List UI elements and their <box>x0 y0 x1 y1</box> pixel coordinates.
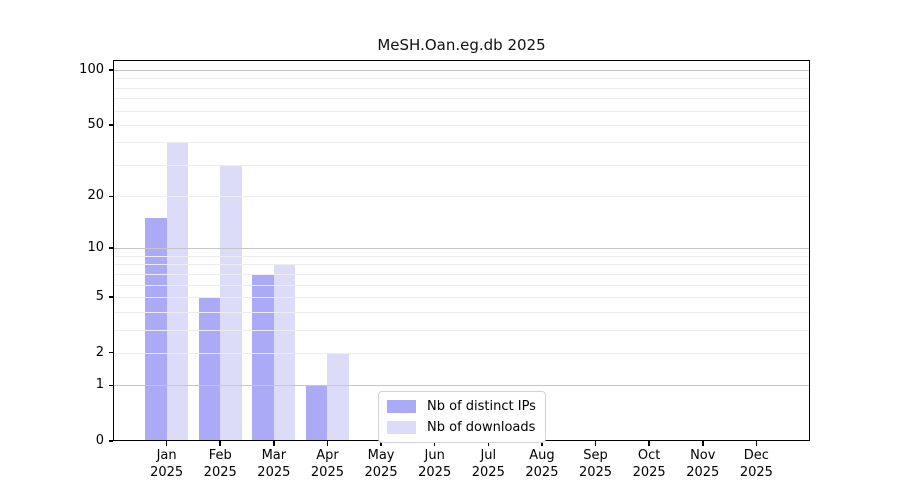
y-tick-mark <box>108 195 113 197</box>
x-tick-label-line: 2025 <box>632 465 666 480</box>
gridline-minor <box>113 296 810 298</box>
x-tick-label-line: 2025 <box>203 465 237 480</box>
x-tick-label-line: 2025 <box>150 465 184 480</box>
x-tick-label: Oct 2025 <box>614 447 684 481</box>
x-tick-label-line: Jan <box>156 448 177 463</box>
gridline-minor <box>113 164 810 166</box>
x-tick-label-line: 2025 <box>525 465 559 480</box>
x-tick-label-line: 2025 <box>310 465 344 480</box>
gridline-minor <box>113 352 810 354</box>
gridline-minor <box>113 142 810 144</box>
x-tick-label-line: Jul <box>480 448 497 463</box>
x-tick-mark <box>487 441 490 446</box>
legend-swatch-downloads <box>387 421 416 434</box>
legend-label-distinct-ips: Nb of distinct IPs <box>427 399 536 414</box>
x-tick-label: Apr 2025 <box>292 447 362 481</box>
x-tick-mark <box>219 441 221 446</box>
x-tick-mark <box>380 441 382 446</box>
x-tick-mark <box>755 441 758 446</box>
x-tick-label-line: 2025 <box>418 465 452 480</box>
y-tick-label: 5 <box>95 288 104 304</box>
y-tick-label: 20 <box>87 188 104 204</box>
x-tick-label: Sep 2025 <box>561 447 631 481</box>
x-tick-mark <box>165 441 168 446</box>
x-tick-label-line: Mar <box>261 448 287 463</box>
legend: Nb of distinct IPs Nb of downloads <box>378 391 546 443</box>
x-tick-label: Jun 2025 <box>400 447 470 481</box>
legend-swatch-distinct-ips <box>387 400 416 413</box>
plot-area <box>113 60 810 441</box>
x-tick-mark <box>702 441 704 446</box>
gridline-major <box>113 385 810 387</box>
x-tick-label-line: 2025 <box>364 465 398 480</box>
y-tick-label: 2 <box>95 344 104 360</box>
gridline-minor <box>113 284 810 286</box>
x-tick-label-line: Aug <box>529 448 555 463</box>
gridline-minor <box>113 329 810 331</box>
y-tick-label: 50 <box>87 116 104 132</box>
x-tick-label: Feb 2025 <box>185 447 255 481</box>
gridline-major <box>113 248 810 250</box>
x-tick-mark <box>433 441 436 446</box>
x-tick-label: Mar 2025 <box>239 447 309 481</box>
gridline-minor <box>113 264 810 266</box>
x-tick-mark <box>541 441 543 446</box>
gridline-minor <box>113 124 810 126</box>
gridline-minor <box>113 98 810 100</box>
y-tick-mark <box>108 296 113 298</box>
y-tick-mark <box>108 351 113 354</box>
x-tick-label-line: Sep <box>583 448 608 463</box>
legend-label-downloads: Nb of downloads <box>427 420 536 435</box>
bar-distinct-ips <box>198 296 221 441</box>
y-tick-label: 1 <box>95 377 104 393</box>
x-tick-label: Jan 2025 <box>132 447 202 481</box>
legend-item-downloads: Nb of downloads <box>387 418 536 437</box>
x-tick-label-line: 2025 <box>257 465 291 480</box>
x-tick-label-line: Jun <box>424 448 445 463</box>
x-tick-mark <box>326 441 329 446</box>
gridline-minor <box>113 311 810 313</box>
gridline-minor <box>113 110 810 112</box>
x-tick-label-line: 2025 <box>471 465 505 480</box>
gridline-major <box>113 70 810 71</box>
gridline-minor <box>113 273 810 275</box>
x-tick-label: Aug 2025 <box>507 447 577 481</box>
y-tick-mark <box>108 247 113 249</box>
y-tick-mark <box>108 124 113 126</box>
gridline-minor <box>113 255 810 257</box>
x-tick-label: Dec 2025 <box>721 447 791 481</box>
bar-downloads <box>220 164 242 441</box>
y-tick-label: 0 <box>95 433 104 448</box>
x-tick-label-line: 2025 <box>739 465 773 480</box>
legend-item-distinct-ips: Nb of distinct IPs <box>387 397 536 416</box>
x-tick-label-line: May <box>367 448 395 463</box>
gridline-minor <box>113 78 810 80</box>
x-tick-label-line: Nov <box>690 448 716 463</box>
x-tick-label-line: Oct <box>637 448 661 463</box>
gridline-minor <box>113 196 810 198</box>
x-tick-label-line: Feb <box>208 448 232 463</box>
x-tick-mark <box>648 441 650 446</box>
y-tick-label: 100 <box>79 62 104 77</box>
x-tick-label: May 2025 <box>346 447 416 481</box>
chart-title: MeSH.Oan.eg.db 2025 <box>377 36 546 54</box>
x-tick-mark <box>594 441 597 446</box>
y-tick-mark <box>108 69 113 71</box>
x-tick-label-line: 2025 <box>578 465 613 480</box>
bar-downloads <box>166 142 189 441</box>
x-tick-label: Nov 2025 <box>668 447 738 481</box>
bar-downloads <box>327 352 349 441</box>
gridline-minor <box>113 87 810 89</box>
x-tick-label: Jul 2025 <box>453 447 523 481</box>
x-tick-label-line: Dec <box>743 448 769 463</box>
y-tick-label: 10 <box>87 240 104 256</box>
x-tick-label-line: Apr <box>316 448 339 463</box>
bar-distinct-ips <box>305 385 328 441</box>
x-tick-label-line: 2025 <box>686 465 720 480</box>
y-tick-mark <box>108 384 113 387</box>
bar-distinct-ips <box>252 273 274 441</box>
y-tick-mark <box>108 440 113 442</box>
x-tick-mark <box>273 441 275 446</box>
